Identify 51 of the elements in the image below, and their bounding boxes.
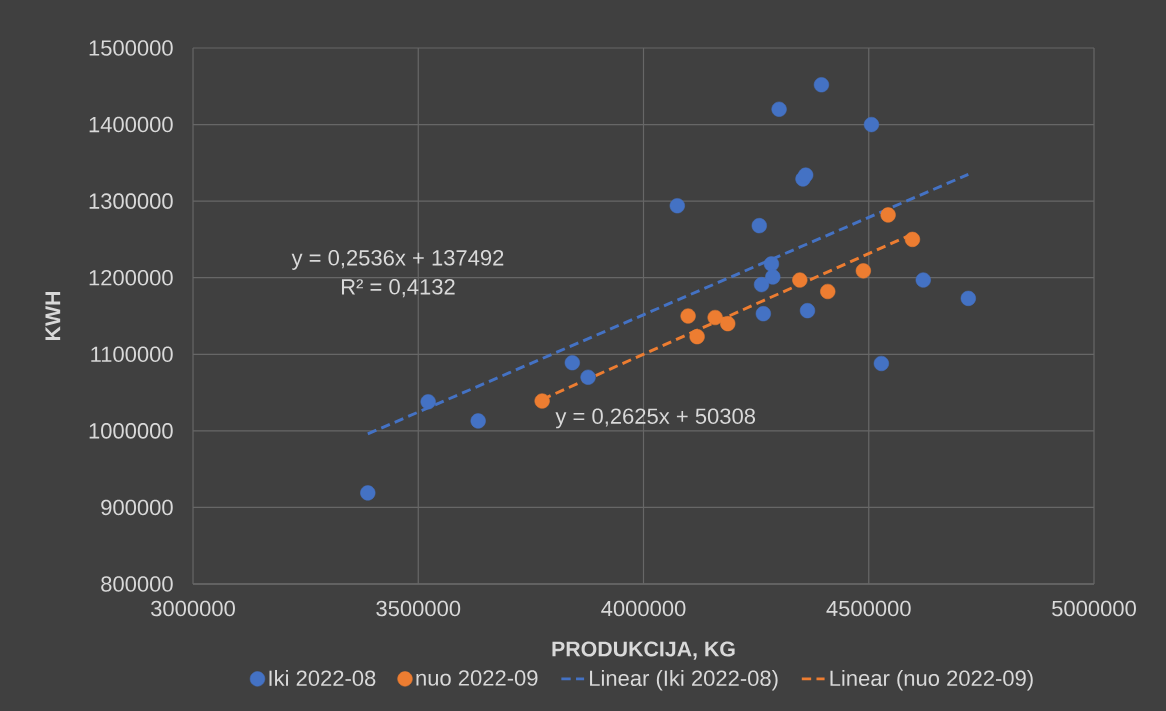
legend-label: nuo 2022-09 <box>416 670 538 686</box>
point <box>751 218 767 234</box>
point <box>420 394 436 410</box>
point <box>564 355 580 371</box>
x-tick-label: 4500000 <box>826 600 911 617</box>
y-tick-label: 1400000 <box>89 116 173 133</box>
x-axis-title: PRODUKCIJA, KG <box>552 641 735 660</box>
point <box>763 256 780 272</box>
point <box>755 306 771 322</box>
legend-label: Linear (Iki 2022-08) <box>590 669 778 691</box>
point <box>360 485 376 501</box>
point <box>855 263 871 279</box>
point <box>720 316 736 332</box>
y-axis-title: KWH <box>45 291 61 341</box>
x-tick-label: 5000000 <box>1052 600 1136 617</box>
point <box>470 413 486 429</box>
legend-label: Iki 2022-08 <box>269 669 376 687</box>
point <box>534 393 550 409</box>
point <box>813 77 830 93</box>
y-tick-label: 1100000 <box>91 346 173 363</box>
point <box>863 116 880 133</box>
annotation: y = 0,2625x + 50308 <box>555 408 756 429</box>
point <box>680 308 696 324</box>
y-tick-label: 900000 <box>101 499 173 516</box>
x-tick-label: 4000000 <box>601 600 686 617</box>
annotation: R² = 0,4132 <box>341 279 455 298</box>
legend-label: Linear (nuo 2022-09) <box>830 669 1033 691</box>
point <box>904 231 921 248</box>
point <box>765 269 781 285</box>
y-tick-label: 800000 <box>101 576 173 592</box>
point <box>792 272 808 288</box>
x-tick-label: 3000000 <box>151 600 235 617</box>
x-tick-label: 3500000 <box>376 600 461 617</box>
point <box>771 101 787 117</box>
point <box>580 369 596 385</box>
y-tick-label: 1500000 <box>89 40 173 56</box>
point <box>873 355 889 372</box>
point <box>689 329 705 345</box>
point <box>753 277 770 293</box>
point <box>707 309 723 326</box>
point <box>669 198 685 214</box>
point <box>915 272 931 288</box>
point <box>799 303 816 319</box>
y-tick-label: 1200000 <box>89 269 173 286</box>
y-tick-label: 1300000 <box>89 193 173 209</box>
y-tick-label: 1000000 <box>89 423 173 439</box>
point <box>798 167 814 183</box>
annotation: y = 0,2536x + 137492 <box>291 250 504 270</box>
point <box>820 283 836 300</box>
point <box>880 207 896 223</box>
point <box>960 290 976 306</box>
